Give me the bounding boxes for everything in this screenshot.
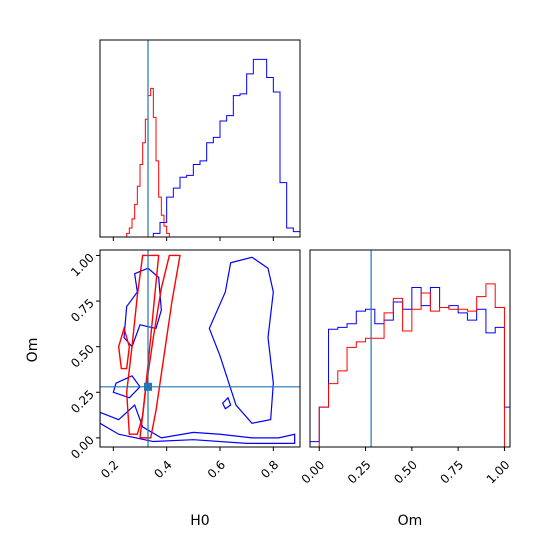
contour-red-0 [125,254,160,435]
contour-blue-2 [208,256,274,424]
contour-blue-3 [112,375,141,399]
om-histogram-red [310,283,510,447]
h0-om-contour-panel: 0.2 0.4 0.6 0.8 0.00 0.25 0.50 0.75 1.00 [68,249,301,481]
om-histogram-frame [309,249,511,448]
contour-blue-1 [123,267,162,348]
contour-red-1 [139,254,181,439]
om-histogram-blue [310,287,510,447]
contour-blue-0 [100,404,296,444]
y-axis-label-om: Om [25,338,41,363]
om-y-tick-label-2: 0.50 [68,342,97,371]
h0-tick-label-2: 0.6 [205,458,228,481]
h0-tick-label-3: 0.8 [258,458,281,481]
h0-histogram-blue [100,58,300,237]
h0-histogram-series [100,58,300,237]
truth-marker [144,382,152,391]
om-histogram-panel: 0.00 0.25 0.50 0.75 1.00 [299,249,513,487]
om-x-tick-label-4: 1.00 [484,458,513,487]
contour-frame [99,249,301,448]
h0-tick-label-1: 0.4 [151,458,174,481]
om-x-tick-label-0: 0.00 [299,458,328,487]
contour-series [100,254,296,444]
h0-histogram-panel [99,39,301,241]
contour-red-2 [117,325,131,370]
om-x-tick-label-3: 0.75 [437,458,466,487]
om-y-tick-label-1: 0.25 [68,387,97,416]
x-axis-label-om: Om [398,513,423,529]
om-y-tick-label-3: 0.75 [68,296,97,325]
x-axis-label-h0: H0 [190,513,209,529]
contour-blue-4 [221,396,232,410]
om-histogram-series [310,283,510,447]
om-y-tick-label-0: 0.00 [68,433,97,462]
om-x-tick-label-2: 0.50 [391,458,420,487]
h0-tick-label-0: 0.2 [98,458,121,481]
om-x-tick-label-1: 0.25 [345,458,374,487]
h0-histogram-frame [99,39,301,238]
om-y-tick-label-4: 1.00 [68,251,97,280]
